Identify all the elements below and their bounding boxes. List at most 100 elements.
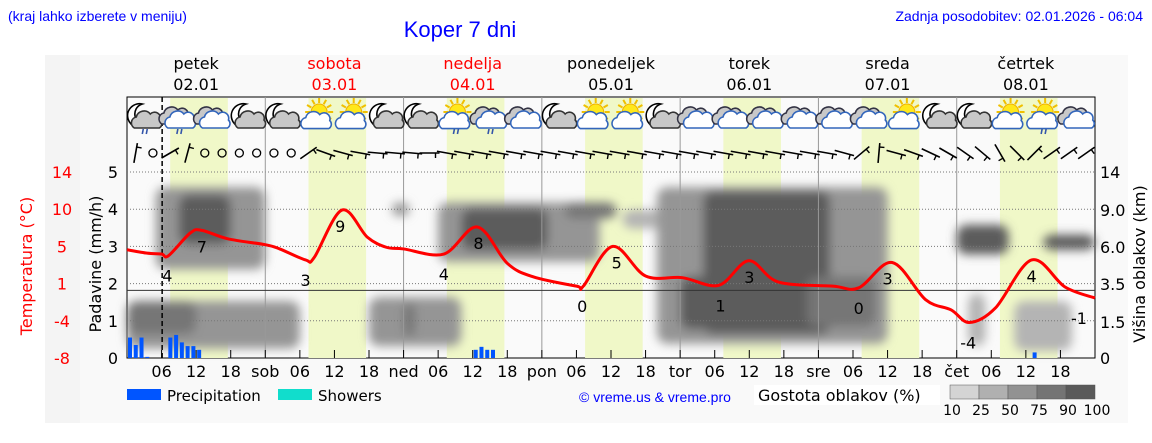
x-tick-label: 18 — [221, 362, 241, 381]
sun-ray — [1032, 104, 1038, 109]
precipitation-bar — [491, 349, 495, 358]
sun-ray — [622, 99, 627, 105]
precip-tick: 5 — [108, 163, 118, 182]
sun-ray — [617, 104, 623, 109]
cloud-height-tick: 3.5 — [1100, 275, 1125, 294]
rain-drop — [491, 128, 494, 135]
temp-tick: 10 — [52, 200, 72, 219]
wind-feather — [468, 153, 471, 160]
legend: Precipitation Showers — [127, 387, 382, 405]
wind-barb-icon — [505, 150, 526, 160]
wind-feather — [485, 153, 488, 160]
x-tick-label: 06 — [151, 362, 171, 381]
wind-barb-icon — [540, 150, 561, 160]
wind-calm-icon — [234, 148, 245, 158]
cloud-scale-label: 75 — [1030, 403, 1048, 419]
sun-ray — [587, 99, 593, 105]
temperature-label: 8 — [473, 234, 483, 253]
temperature-label: 7 — [197, 237, 207, 256]
wind-barb-icon — [877, 142, 885, 164]
x-tick-label: 06 — [981, 362, 1001, 381]
wind-feather — [589, 153, 592, 160]
wind-feather — [174, 149, 179, 155]
wind-feather — [762, 153, 765, 160]
legend-showers-swatch — [278, 389, 312, 400]
day-date: 06.01 — [726, 75, 772, 94]
sun-ray — [894, 104, 900, 109]
x-tick-label: 06 — [843, 362, 863, 381]
rain-drop — [1044, 128, 1047, 135]
precipitation-bar — [139, 337, 144, 358]
sun-ray — [583, 104, 589, 109]
wind-feather — [329, 154, 333, 160]
sun-ray — [1017, 104, 1024, 109]
precipitation-bar — [1032, 352, 1037, 358]
wind-barb-icon — [696, 150, 717, 160]
rain-drop — [176, 128, 179, 135]
day-headers: petek 02.01 sobota 03.01 nedelja 04.01 ponedel… — [173, 54, 1055, 94]
precipitation-bar — [179, 342, 184, 358]
wind-barb-icon — [350, 150, 371, 160]
day-name: sobota — [307, 54, 361, 73]
wind-barb-icon — [817, 150, 838, 160]
sun-ray — [322, 99, 328, 105]
temperature-label: 1 — [715, 296, 725, 315]
x-tick-label: 06 — [428, 362, 448, 381]
wind-barb-icon — [184, 143, 195, 163]
precipitation-bar — [185, 346, 190, 358]
sun-ray — [603, 104, 609, 109]
cloud-scale-label: 90 — [1059, 403, 1077, 419]
temp-tick: -8 — [54, 349, 70, 368]
wind-feather — [1038, 148, 1043, 153]
wind-feather — [727, 153, 730, 160]
wind-barb-icon — [994, 143, 1006, 163]
wind-feather — [933, 155, 937, 161]
sun-ray — [1014, 99, 1019, 105]
wind-feather — [136, 146, 142, 149]
wind-barb-icon — [471, 150, 492, 160]
moon-cloud-icon — [921, 102, 958, 129]
cloud-shape — [1026, 110, 1059, 130]
wind-shaft — [834, 149, 855, 157]
wind-barb-icon — [765, 150, 786, 160]
cloud-shape — [576, 110, 609, 130]
location-hint-link[interactable]: (kraj lahko izberete v meniju) — [8, 8, 187, 24]
wind-barb-icon — [678, 150, 699, 160]
copyright-link[interactable]: © vreme.us & vreme.pro — [579, 389, 731, 405]
cloud-scale-swatch — [978, 384, 1009, 400]
wind-barb-icon — [592, 150, 613, 160]
cloud-rain-icon — [158, 106, 197, 135]
day-name: nedelja — [443, 54, 502, 73]
wind-shaft — [1026, 145, 1043, 161]
wind-shaft — [994, 143, 1006, 163]
temp-tick: 5 — [57, 237, 67, 256]
wind-feather — [950, 155, 954, 161]
wind-barb-icon — [661, 150, 682, 160]
wind-feather — [312, 149, 317, 155]
wind-feather — [572, 153, 575, 160]
temp-tick: -4 — [54, 312, 70, 331]
day-date: 05.01 — [588, 75, 634, 94]
cloud-blob — [564, 202, 617, 219]
wind-barb-icon — [609, 150, 630, 160]
wind-feather — [606, 153, 609, 160]
temperature-label: 0 — [577, 297, 587, 316]
day-name: petek — [173, 54, 219, 73]
cloud-blob — [956, 224, 1009, 255]
wind-barb-icon — [956, 146, 975, 161]
wind-feather — [744, 153, 748, 160]
wind-barb-icon — [436, 150, 457, 160]
wind-feather — [831, 153, 834, 160]
cloud-shape — [960, 110, 993, 129]
wind-feather — [693, 153, 696, 160]
wind-feather — [779, 153, 782, 160]
wind-barb-icon — [626, 150, 647, 160]
wind-barb-icon — [921, 148, 941, 161]
cloud-icon — [676, 106, 715, 129]
legend-precipitation-label: Precipitation — [167, 387, 261, 405]
x-tick-label: 06 — [566, 362, 586, 381]
precipitation-bar — [479, 346, 484, 358]
day-date: 08.01 — [1003, 75, 1049, 94]
temperature-label: 9 — [335, 217, 345, 236]
sun-cloud-icon — [887, 98, 921, 130]
